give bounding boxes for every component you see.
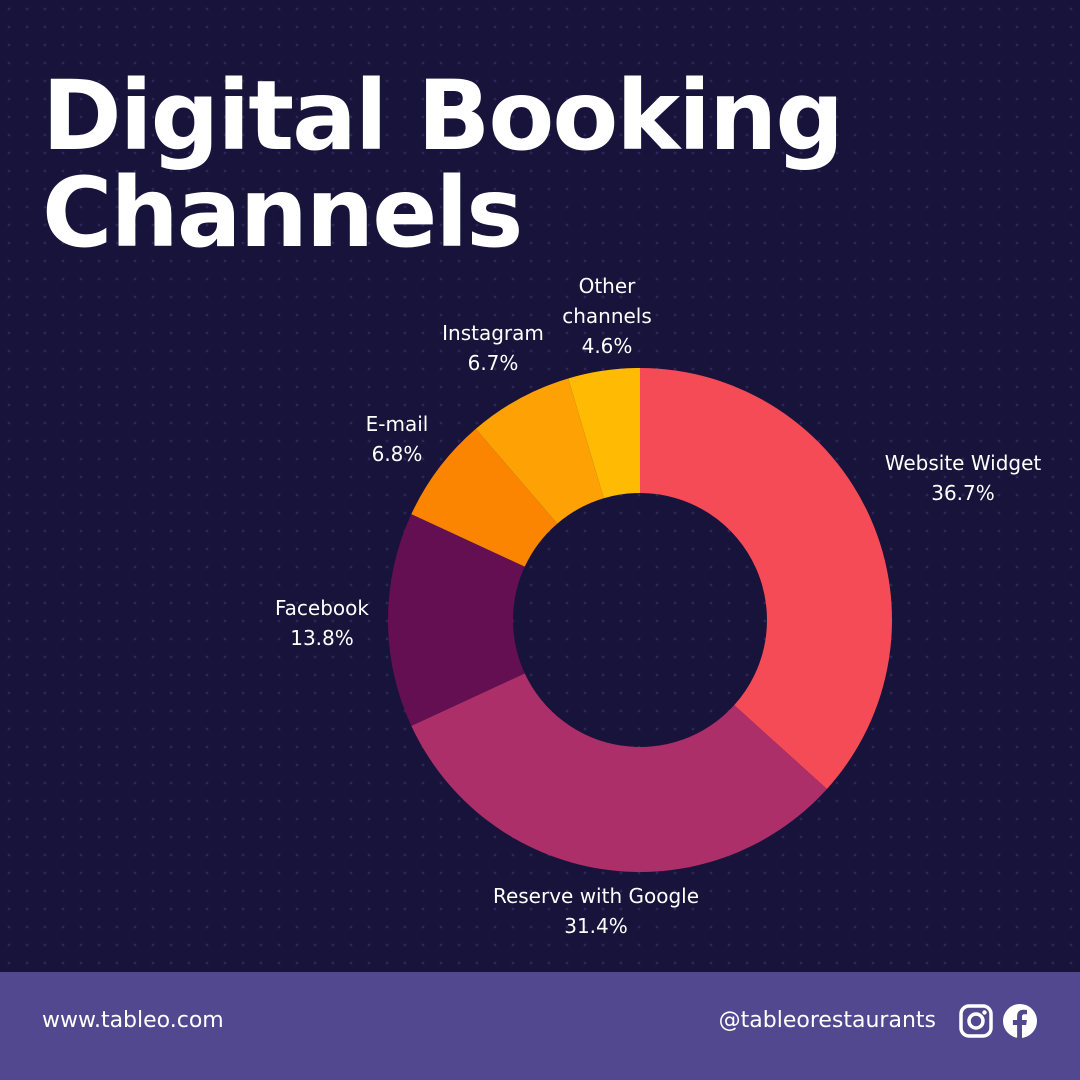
footer-bar [0, 972, 1080, 1080]
slice-label-e-mail: E-mail 6.8% [366, 412, 429, 466]
facebook-icon[interactable] [1002, 1003, 1038, 1039]
slice-label-reserve-with-google: Reserve with Google 31.4% [493, 884, 699, 938]
slice-label-facebook: Facebook 13.8% [275, 596, 369, 650]
slice-e-mail [411, 428, 558, 567]
slice-website-widget [640, 368, 892, 790]
slice-label-instagram: Instagram 6.7% [442, 321, 544, 375]
slice-label-other-channels: Other channels 4.6% [562, 274, 652, 358]
slice-instagram [475, 378, 604, 524]
slice-other-channels [568, 368, 640, 499]
instagram-icon[interactable] [958, 1003, 994, 1039]
page-title: Digital Booking Channels [42, 60, 844, 269]
website-link[interactable]: www.tableo.com [42, 1008, 224, 1033]
slice-reserve-with-google [411, 673, 827, 873]
slice-facebook [388, 514, 525, 726]
social-handle[interactable]: @tableorestaurants [718, 1008, 936, 1033]
donut-chart: Website Widget 36.7% Reserve with Google 31… [275, 274, 1042, 938]
slice-label-website-widget: Website Widget 36.7% [885, 451, 1042, 505]
